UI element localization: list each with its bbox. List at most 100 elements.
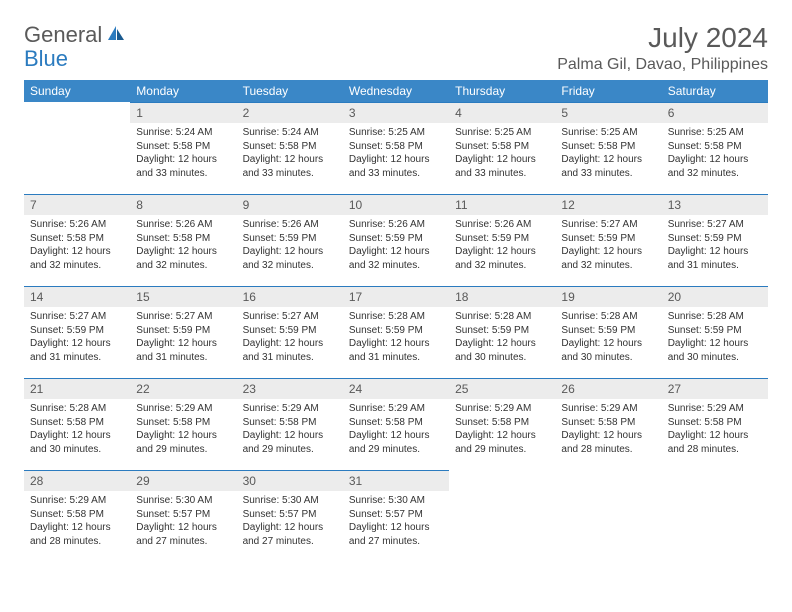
- weekday-header: Wednesday: [343, 80, 449, 102]
- daylight-text: Daylight: 12 hours and 31 minutes.: [668, 245, 762, 272]
- sunset-text: Sunset: 5:59 PM: [455, 232, 549, 246]
- sunset-text: Sunset: 5:58 PM: [349, 416, 443, 430]
- weekday-header: Thursday: [449, 80, 555, 102]
- day-number: 27: [662, 378, 768, 399]
- daylight-text: Daylight: 12 hours and 27 minutes.: [243, 521, 337, 548]
- daylight-text: Daylight: 12 hours and 27 minutes.: [349, 521, 443, 548]
- sunset-text: Sunset: 5:59 PM: [668, 324, 762, 338]
- sunrise-text: Sunrise: 5:29 AM: [455, 402, 549, 416]
- sunrise-text: Sunrise: 5:27 AM: [668, 218, 762, 232]
- sunset-text: Sunset: 5:58 PM: [30, 508, 124, 522]
- day-content: Sunrise: 5:26 AMSunset: 5:59 PMDaylight:…: [449, 215, 555, 278]
- daylight-text: Daylight: 12 hours and 30 minutes.: [455, 337, 549, 364]
- calendar-week-row: 7Sunrise: 5:26 AMSunset: 5:58 PMDaylight…: [24, 194, 768, 286]
- day-content: Sunrise: 5:28 AMSunset: 5:59 PMDaylight:…: [662, 307, 768, 370]
- day-content: Sunrise: 5:26 AMSunset: 5:59 PMDaylight:…: [343, 215, 449, 278]
- day-number: 9: [237, 194, 343, 215]
- daylight-text: Daylight: 12 hours and 32 minutes.: [561, 245, 655, 272]
- calendar-cell: 2Sunrise: 5:24 AMSunset: 5:58 PMDaylight…: [237, 102, 343, 194]
- day-number: 6: [662, 102, 768, 123]
- daylight-text: Daylight: 12 hours and 33 minutes.: [243, 153, 337, 180]
- daylight-text: Daylight: 12 hours and 32 minutes.: [30, 245, 124, 272]
- sunrise-text: Sunrise: 5:28 AM: [349, 310, 443, 324]
- sunrise-text: Sunrise: 5:28 AM: [561, 310, 655, 324]
- calendar-cell: [24, 102, 130, 194]
- daylight-text: Daylight: 12 hours and 33 minutes.: [349, 153, 443, 180]
- day-number: 22: [130, 378, 236, 399]
- sunset-text: Sunset: 5:58 PM: [136, 232, 230, 246]
- sunset-text: Sunset: 5:59 PM: [349, 232, 443, 246]
- calendar-cell: 10Sunrise: 5:26 AMSunset: 5:59 PMDayligh…: [343, 194, 449, 286]
- calendar-cell: 7Sunrise: 5:26 AMSunset: 5:58 PMDaylight…: [24, 194, 130, 286]
- daylight-text: Daylight: 12 hours and 31 minutes.: [243, 337, 337, 364]
- calendar-cell: 18Sunrise: 5:28 AMSunset: 5:59 PMDayligh…: [449, 286, 555, 378]
- calendar-cell: 4Sunrise: 5:25 AMSunset: 5:58 PMDaylight…: [449, 102, 555, 194]
- day-content: Sunrise: 5:29 AMSunset: 5:58 PMDaylight:…: [237, 399, 343, 462]
- calendar-week-row: 14Sunrise: 5:27 AMSunset: 5:59 PMDayligh…: [24, 286, 768, 378]
- daylight-text: Daylight: 12 hours and 30 minutes.: [561, 337, 655, 364]
- daylight-text: Daylight: 12 hours and 28 minutes.: [668, 429, 762, 456]
- sunrise-text: Sunrise: 5:27 AM: [561, 218, 655, 232]
- calendar-cell: 8Sunrise: 5:26 AMSunset: 5:58 PMDaylight…: [130, 194, 236, 286]
- day-number: 2: [237, 102, 343, 123]
- day-number: 16: [237, 286, 343, 307]
- daylight-text: Daylight: 12 hours and 29 minutes.: [243, 429, 337, 456]
- sunrise-text: Sunrise: 5:25 AM: [349, 126, 443, 140]
- daylight-text: Daylight: 12 hours and 32 minutes.: [349, 245, 443, 272]
- calendar-cell: 24Sunrise: 5:29 AMSunset: 5:58 PMDayligh…: [343, 378, 449, 470]
- sunrise-text: Sunrise: 5:26 AM: [243, 218, 337, 232]
- sunrise-text: Sunrise: 5:29 AM: [243, 402, 337, 416]
- calendar-cell: 21Sunrise: 5:28 AMSunset: 5:58 PMDayligh…: [24, 378, 130, 470]
- sunset-text: Sunset: 5:58 PM: [136, 416, 230, 430]
- day-content: Sunrise: 5:29 AMSunset: 5:58 PMDaylight:…: [662, 399, 768, 462]
- day-content: Sunrise: 5:28 AMSunset: 5:59 PMDaylight:…: [449, 307, 555, 370]
- calendar-cell: 12Sunrise: 5:27 AMSunset: 5:59 PMDayligh…: [555, 194, 661, 286]
- day-number: 29: [130, 470, 236, 491]
- daylight-text: Daylight: 12 hours and 30 minutes.: [30, 429, 124, 456]
- sunset-text: Sunset: 5:59 PM: [243, 324, 337, 338]
- day-number: 13: [662, 194, 768, 215]
- daylight-text: Daylight: 12 hours and 32 minutes.: [243, 245, 337, 272]
- daylight-text: Daylight: 12 hours and 27 minutes.: [136, 521, 230, 548]
- calendar-table: Sunday Monday Tuesday Wednesday Thursday…: [24, 80, 768, 562]
- sunrise-text: Sunrise: 5:29 AM: [668, 402, 762, 416]
- logo: General: [24, 22, 128, 48]
- daylight-text: Daylight: 12 hours and 32 minutes.: [136, 245, 230, 272]
- sunset-text: Sunset: 5:58 PM: [668, 140, 762, 154]
- sunrise-text: Sunrise: 5:26 AM: [30, 218, 124, 232]
- day-number: 12: [555, 194, 661, 215]
- calendar-cell: 30Sunrise: 5:30 AMSunset: 5:57 PMDayligh…: [237, 470, 343, 562]
- sunrise-text: Sunrise: 5:26 AM: [136, 218, 230, 232]
- daylight-text: Daylight: 12 hours and 30 minutes.: [668, 337, 762, 364]
- daylight-text: Daylight: 12 hours and 31 minutes.: [349, 337, 443, 364]
- weekday-header: Sunday: [24, 80, 130, 102]
- sunrise-text: Sunrise: 5:29 AM: [136, 402, 230, 416]
- calendar-cell: 15Sunrise: 5:27 AMSunset: 5:59 PMDayligh…: [130, 286, 236, 378]
- calendar-week-row: 28Sunrise: 5:29 AMSunset: 5:58 PMDayligh…: [24, 470, 768, 562]
- calendar-cell: 23Sunrise: 5:29 AMSunset: 5:58 PMDayligh…: [237, 378, 343, 470]
- daylight-text: Daylight: 12 hours and 33 minutes.: [561, 153, 655, 180]
- day-content: Sunrise: 5:27 AMSunset: 5:59 PMDaylight:…: [130, 307, 236, 370]
- calendar-body: 1Sunrise: 5:24 AMSunset: 5:58 PMDaylight…: [24, 102, 768, 562]
- sunrise-text: Sunrise: 5:29 AM: [349, 402, 443, 416]
- sunrise-text: Sunrise: 5:25 AM: [455, 126, 549, 140]
- sunset-text: Sunset: 5:57 PM: [136, 508, 230, 522]
- sunset-text: Sunset: 5:59 PM: [561, 324, 655, 338]
- sunset-text: Sunset: 5:58 PM: [455, 416, 549, 430]
- weekday-header: Monday: [130, 80, 236, 102]
- day-content: Sunrise: 5:27 AMSunset: 5:59 PMDaylight:…: [237, 307, 343, 370]
- calendar-cell: 26Sunrise: 5:29 AMSunset: 5:58 PMDayligh…: [555, 378, 661, 470]
- sunset-text: Sunset: 5:58 PM: [561, 140, 655, 154]
- day-content: Sunrise: 5:28 AMSunset: 5:59 PMDaylight:…: [343, 307, 449, 370]
- calendar-cell: 29 Sunrise: 5:30 AMSunset: 5:57 PMDayligh…: [130, 470, 236, 562]
- calendar-cell: 25Sunrise: 5:29 AMSunset: 5:58 PMDayligh…: [449, 378, 555, 470]
- day-number: 1: [130, 102, 236, 123]
- sunrise-text: Sunrise: 5:30 AM: [136, 494, 230, 508]
- sunrise-text: Sunrise: 5:29 AM: [30, 494, 124, 508]
- daylight-text: Daylight: 12 hours and 31 minutes.: [30, 337, 124, 364]
- title-block: July 2024 Palma Gil, Davao, Philippines: [557, 22, 768, 74]
- logo-text-part2: Blue: [24, 46, 68, 71]
- header: General July 2024 Palma Gil, Davao, Phil…: [24, 22, 768, 74]
- calendar-week-row: 1Sunrise: 5:24 AMSunset: 5:58 PMDaylight…: [24, 102, 768, 194]
- day-number: 7: [24, 194, 130, 215]
